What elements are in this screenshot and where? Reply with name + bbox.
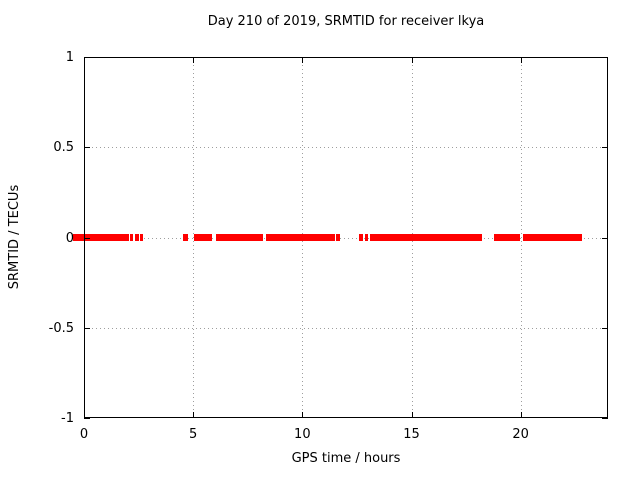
x-tick-mark-bottom [302, 412, 304, 418]
x-tick-mark-bottom [411, 412, 413, 418]
y-tick-label: 0.5 [53, 140, 74, 156]
data-segment [135, 234, 139, 241]
data-segment [73, 234, 129, 241]
y-tick-mark-left [84, 147, 90, 149]
x-tick-mark-top [520, 57, 522, 63]
y-tick-label: 0 [65, 230, 74, 246]
data-segment [522, 234, 582, 241]
data-segment [194, 234, 213, 241]
y-tick-label: -1 [61, 411, 74, 426]
x-tick-mark-bottom [84, 412, 85, 418]
y-gridline [84, 327, 608, 329]
y-tick-label: 1 [65, 50, 74, 65]
data-segment [358, 234, 363, 241]
data-segment [493, 234, 520, 241]
x-tick-label: 20 [512, 427, 529, 442]
data-segment [369, 234, 482, 241]
data-segment [364, 234, 368, 241]
data-segment [265, 234, 335, 241]
x-tick-label: 0 [79, 427, 89, 442]
x-tick-label: 15 [403, 427, 420, 442]
x-tick-mark-top [193, 57, 195, 63]
x-tick-label: 10 [294, 427, 311, 442]
plot-area-border [84, 57, 608, 418]
chart-title: Day 210 of 2019, SRMTID for receiver lky… [207, 14, 485, 29]
x-tick-mark-top [84, 57, 85, 63]
y-tick-mark-left [84, 418, 90, 419]
data-segment [335, 234, 340, 241]
y-tick-mark-right [602, 327, 608, 329]
data-segment [130, 234, 133, 241]
y-tick-mark-left [84, 237, 90, 239]
y-tick-mark-left [84, 57, 90, 58]
y-gridline [84, 147, 608, 149]
x-tick-mark-bottom [520, 412, 522, 418]
data-segment [215, 234, 264, 241]
x-tick-label: 5 [189, 427, 198, 442]
y-tick-mark-right [602, 57, 608, 58]
y-gridline [84, 237, 608, 239]
y-tick-mark-right [602, 147, 608, 149]
x-axis-label: GPS time / hours [291, 451, 401, 466]
x-tick-mark-top [302, 57, 304, 63]
x-tick-mark-bottom [193, 412, 195, 418]
y-tick-mark-right [602, 418, 608, 419]
y-tick-mark-left [84, 327, 90, 329]
data-segment [139, 234, 143, 241]
y-tick-label: -0.5 [48, 320, 74, 336]
data-segment [182, 234, 188, 241]
x-tick-mark-top [411, 57, 413, 63]
y-tick-mark-right [602, 237, 608, 239]
